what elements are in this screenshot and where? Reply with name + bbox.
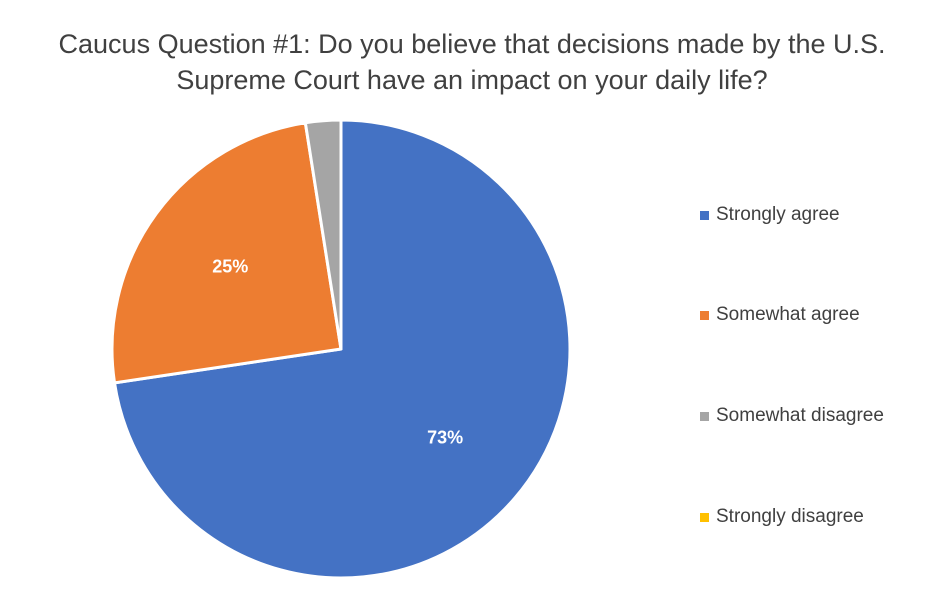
pie-slices [110,118,572,580]
legend-label-strongly-agree: Strongly agree [716,204,840,225]
legend-item-strongly-disagree: Strongly disagree [700,506,864,528]
chart-title-line-2: Supreme Court have an impact on your dai… [176,65,768,95]
legend-item-somewhat-disagree: Somewhat disagree [700,405,884,427]
pie-data-labels: 73% 25% [212,256,463,447]
legend-swatch-strongly-disagree [700,512,709,522]
data-label-strongly-agree: 73% [427,427,463,447]
legend-label-strongly-disagree: Strongly disagree [716,506,864,527]
legend-item-strongly-agree: Strongly agree [700,204,840,226]
data-label-somewhat-agree: 25% [212,256,248,276]
legend-swatch-somewhat-agree [700,310,709,320]
pie-slice-somewhat-agree [110,121,343,385]
legend-swatch-strongly-agree [700,210,709,220]
legend-label-somewhat-disagree: Somewhat disagree [716,405,884,426]
chart-title-line-1: Caucus Question #1: Do you believe that … [58,29,886,59]
pie-slice-somewhat-disagree [303,118,343,351]
legend-label-somewhat-agree: Somewhat agree [716,304,860,325]
legend-swatch-somewhat-disagree [700,411,709,421]
chart-title: Caucus Question #1: Do you believe that … [0,26,944,98]
legend-item-somewhat-agree: Somewhat agree [700,304,860,326]
